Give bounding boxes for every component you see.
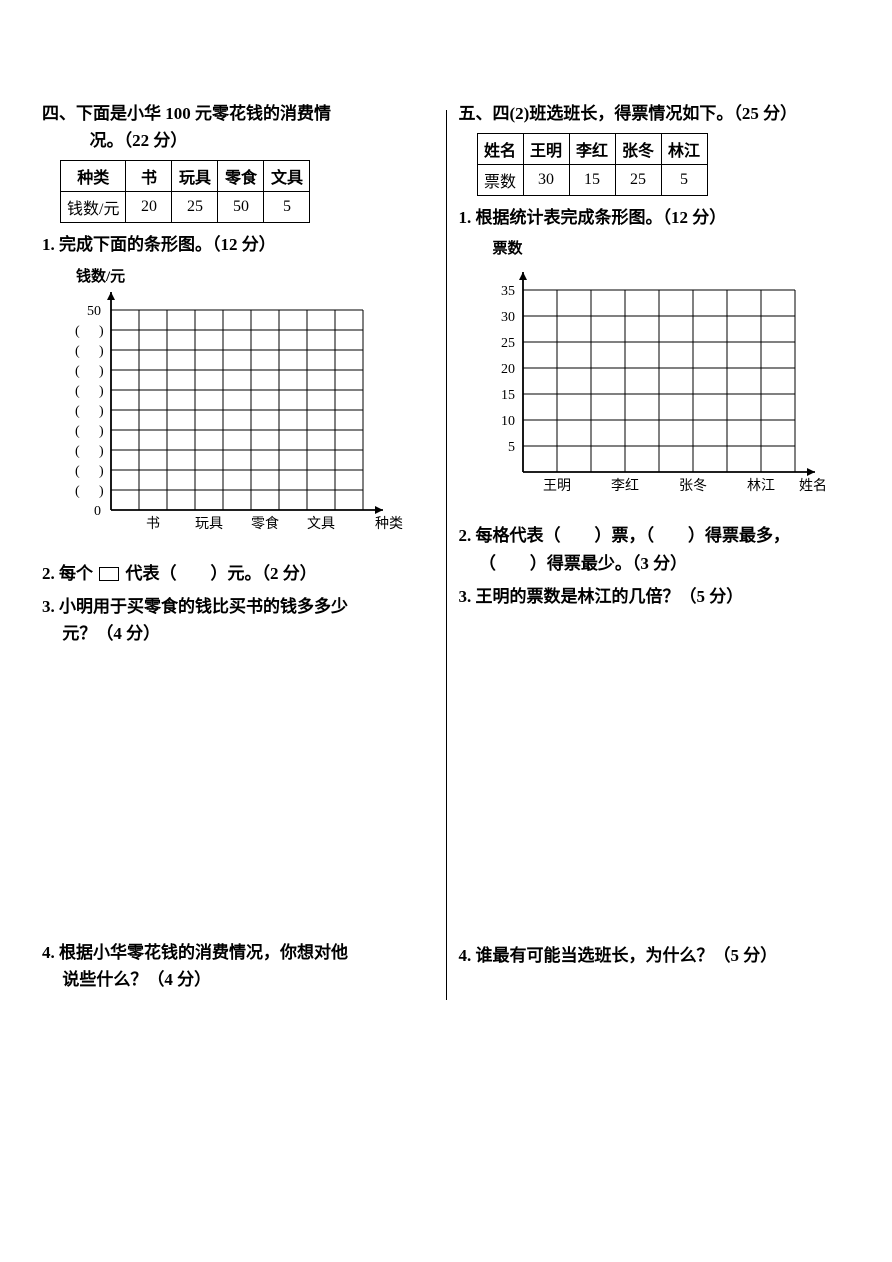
q4-2-post: 代表（ ）元。（2 分） xyxy=(126,564,317,583)
cell: 30 xyxy=(523,165,569,196)
table-spending: 种类 书 玩具 零食 文具 钱数/元 20 25 50 5 xyxy=(60,160,310,223)
page-root: 四、下面是小华 100 元零花钱的消费情 况。（22 分） 种类 书 玩具 零食… xyxy=(0,0,892,1040)
q5-2-l1: 2. 每格代表（ ）票，（ ）得票最多， xyxy=(459,526,791,545)
sec4-line1: 四、下面是小华 100 元零花钱的消费情 xyxy=(42,104,331,123)
q4-2-pre: 2. 每个 xyxy=(42,564,93,583)
section-5-title: 五、四(2)班选班长，得票情况如下。（25 分） xyxy=(459,100,851,127)
cell: 15 xyxy=(569,165,615,196)
svg-text:零食: 零食 xyxy=(251,515,279,532)
q5-2-l2: （ ）得票最少。（3 分） xyxy=(459,550,851,577)
left-column: 四、下面是小华 100 元零花钱的消费情 况。（22 分） 种类 书 玩具 零食… xyxy=(30,100,446,1000)
chart-left-wrap: 钱数/元 0 50 () () () () () () () () () 书 玩具 零食 文具 种类 xyxy=(56,265,434,550)
svg-text:10: 10 xyxy=(501,414,515,429)
cell: 种类 xyxy=(61,161,126,192)
sec4-line2: 况。（22 分） xyxy=(42,127,434,154)
q4-1: 1. 完成下面的条形图。（12 分） xyxy=(42,231,434,258)
svg-text:(: ( xyxy=(75,404,80,419)
svg-text:): ) xyxy=(99,364,104,379)
answer-space xyxy=(459,616,851,936)
q4-4-l1: 4. 根据小华零花钱的消费情况，你想对他 xyxy=(42,943,348,962)
q5-4: 4. 谁最有可能当选班长，为什么？（5 分） xyxy=(459,942,851,969)
table-row: 票数 30 15 25 5 xyxy=(477,165,707,196)
cell: 5 xyxy=(661,165,707,196)
svg-text:书: 书 xyxy=(146,516,160,532)
table-row: 种类 书 玩具 零食 文具 xyxy=(61,161,310,192)
q5-3: 3. 王明的票数是林江的几倍？（5 分） xyxy=(459,583,851,610)
cell: 玩具 xyxy=(172,161,218,192)
cell: 50 xyxy=(218,192,264,223)
svg-text:种类: 种类 xyxy=(375,516,403,532)
svg-text:姓名: 姓名 xyxy=(799,478,827,494)
svg-text:): ) xyxy=(99,344,104,359)
svg-text:张冬: 张冬 xyxy=(679,478,707,494)
cell: 20 xyxy=(126,192,172,223)
q5-2: 2. 每格代表（ ）票，（ ）得票最多， （ ）得票最少。（3 分） xyxy=(459,522,851,576)
svg-text:0: 0 xyxy=(94,504,101,519)
svg-text:50: 50 xyxy=(87,304,101,319)
chart-right-svg: 35 30 25 20 15 10 5 王明 李红 张冬 林江 姓名 xyxy=(473,262,843,512)
cell: 姓名 xyxy=(477,134,523,165)
svg-text:林江: 林江 xyxy=(747,478,775,494)
cell: 5 xyxy=(264,192,310,223)
chart-right-ylabel: 票数 xyxy=(493,237,851,258)
chart-left-svg: 0 50 () () () () () () () () () 书 玩具 零食 文具 种类 xyxy=(56,290,416,550)
cell: 25 xyxy=(615,165,661,196)
svg-text:(: ( xyxy=(75,484,80,499)
chart-left-ylabel: 钱数/元 xyxy=(76,265,434,286)
cell: 零食 xyxy=(218,161,264,192)
svg-text:): ) xyxy=(99,384,104,399)
cell: 王明 xyxy=(523,134,569,165)
q4-4: 4. 根据小华零花钱的消费情况，你想对他 说些什么？（4 分） xyxy=(42,939,434,993)
section-4-title: 四、下面是小华 100 元零花钱的消费情 况。（22 分） xyxy=(42,100,434,154)
svg-text:): ) xyxy=(99,484,104,499)
table-votes: 姓名 王明 李红 张冬 林江 票数 30 15 25 5 xyxy=(477,133,708,196)
svg-text:20: 20 xyxy=(501,362,515,377)
blank-box-icon xyxy=(99,567,119,581)
svg-text:25: 25 xyxy=(501,336,515,351)
q4-2: 2. 每个 代表（ ）元。（2 分） xyxy=(42,560,434,587)
svg-text:): ) xyxy=(99,404,104,419)
cell: 林江 xyxy=(661,134,707,165)
right-column: 五、四(2)班选班长，得票情况如下。（25 分） 姓名 王明 李红 张冬 林江 … xyxy=(447,100,863,1000)
svg-text:(: ( xyxy=(75,444,80,459)
svg-text:玩具: 玩具 xyxy=(195,517,223,532)
svg-text:): ) xyxy=(99,464,104,479)
svg-text:5: 5 xyxy=(508,440,515,455)
q4-3-l1: 3. 小明用于买零食的钱比买书的钱多多少 xyxy=(42,597,348,616)
cell: 张冬 xyxy=(615,134,661,165)
svg-text:(: ( xyxy=(75,464,80,479)
svg-text:(: ( xyxy=(75,324,80,339)
svg-text:(: ( xyxy=(75,424,80,439)
cell: 钱数/元 xyxy=(61,192,126,223)
q4-3-l2: 元？（4 分） xyxy=(42,620,434,647)
svg-text:(: ( xyxy=(75,344,80,359)
table-row: 姓名 王明 李红 张冬 林江 xyxy=(477,134,707,165)
svg-text:王明: 王明 xyxy=(543,479,571,494)
svg-text:(: ( xyxy=(75,384,80,399)
q4-3: 3. 小明用于买零食的钱比买书的钱多多少 元？（4 分） xyxy=(42,593,434,647)
svg-text:15: 15 xyxy=(501,388,515,403)
q5-1: 1. 根据统计表完成条形图。（12 分） xyxy=(459,204,851,231)
answer-space xyxy=(42,653,434,933)
svg-text:文具: 文具 xyxy=(307,516,335,532)
svg-text:35: 35 xyxy=(501,284,515,299)
cell: 文具 xyxy=(264,161,310,192)
cell: 票数 xyxy=(477,165,523,196)
q4-4-l2: 说些什么？（4 分） xyxy=(42,966,434,993)
svg-text:(: ( xyxy=(75,364,80,379)
cell: 书 xyxy=(126,161,172,192)
table-row: 钱数/元 20 25 50 5 xyxy=(61,192,310,223)
svg-text:): ) xyxy=(99,444,104,459)
svg-text:): ) xyxy=(99,424,104,439)
cell: 25 xyxy=(172,192,218,223)
svg-text:30: 30 xyxy=(501,310,515,325)
svg-text:李红: 李红 xyxy=(611,478,639,494)
cell: 李红 xyxy=(569,134,615,165)
svg-text:): ) xyxy=(99,324,104,339)
chart-right-wrap: 票数 35 30 25 20 15 10 5 王明 李红 张冬 林江 姓名 xyxy=(473,237,851,512)
